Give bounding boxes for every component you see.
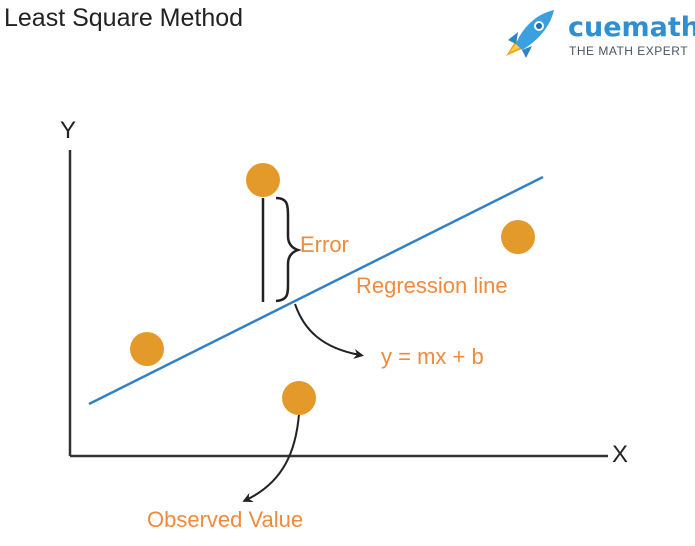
- data-point: [130, 332, 164, 366]
- page-title: Least Square Method: [4, 4, 244, 32]
- data-point: [501, 220, 535, 254]
- regression-line: [88, 175, 544, 406]
- data-point: [282, 381, 316, 415]
- brand-logo: cuemath THE MATH EXPERT: [498, 6, 695, 62]
- observed-label: Observed Value: [147, 507, 303, 532]
- regression-label: Regression line: [356, 273, 508, 298]
- data-point: [246, 163, 280, 197]
- error-label: Error: [300, 232, 349, 257]
- x-axis-label: X: [612, 441, 628, 468]
- rocket-icon: [506, 10, 554, 58]
- brand-tagline: THE MATH EXPERT: [569, 44, 689, 58]
- y-axis-label: Y: [60, 117, 76, 144]
- brand-name: cuemath: [568, 12, 695, 43]
- observed-arrow: [242, 413, 300, 502]
- equation-arrow: [294, 303, 364, 359]
- error-brace: [275, 196, 302, 303]
- equation-label: y = mx + b: [381, 344, 484, 369]
